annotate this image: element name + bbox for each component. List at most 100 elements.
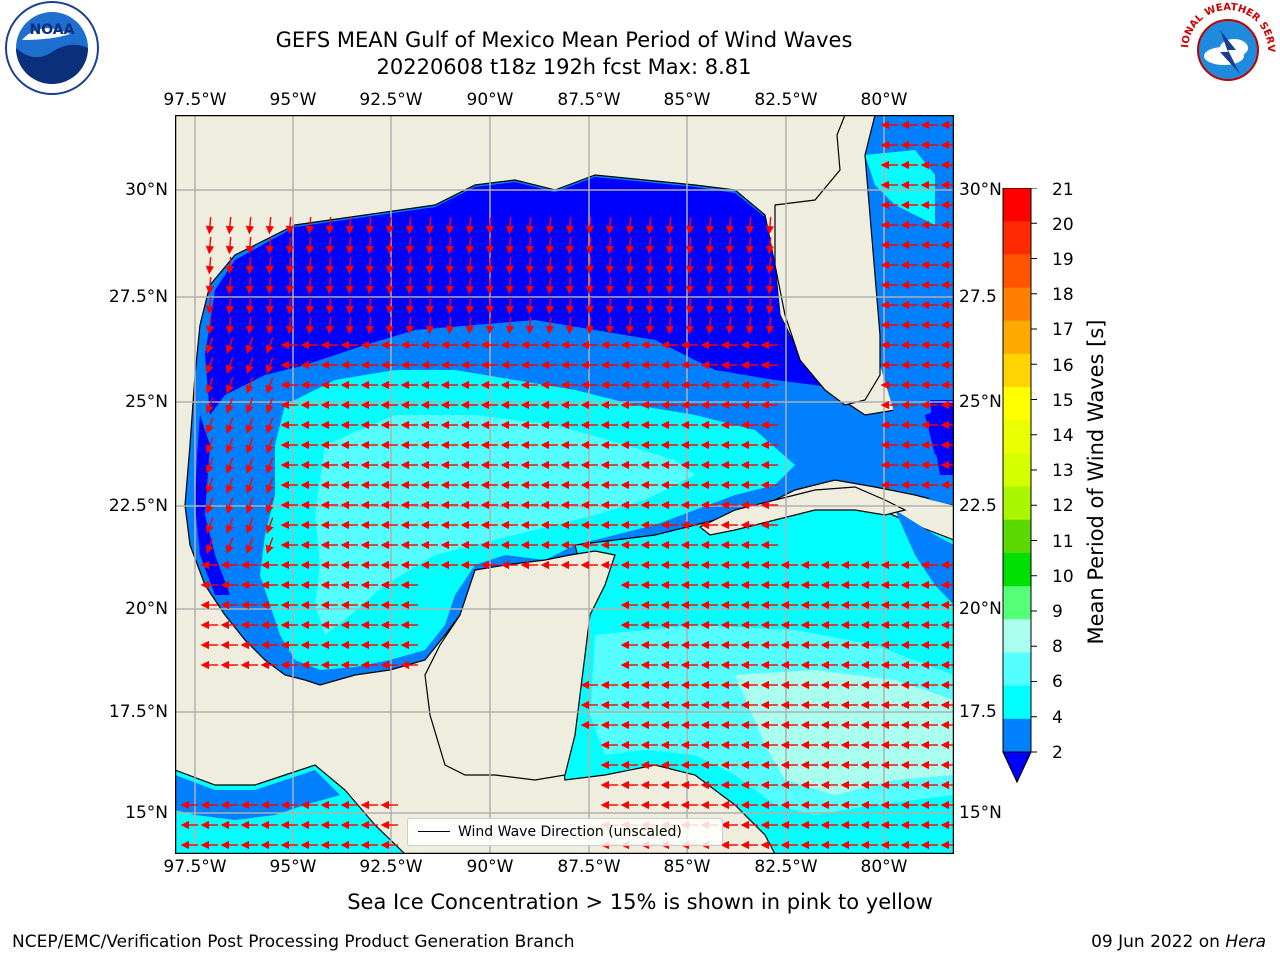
wind-wave-arrow xyxy=(705,256,715,275)
wind-wave-arrow xyxy=(365,316,375,335)
wind-wave-arrow xyxy=(405,276,415,295)
colorbar-tick: 11 xyxy=(1052,532,1074,552)
wind-wave-arrow xyxy=(465,316,475,335)
wind-wave-arrow xyxy=(625,216,635,235)
wind-wave-arrow xyxy=(225,517,234,534)
wind-wave-arrow xyxy=(245,537,254,554)
lon-label-top: 80°W xyxy=(860,90,908,110)
wind-wave-arrow xyxy=(605,236,615,255)
wind-wave-arrow xyxy=(545,236,555,255)
wind-wave-arrow xyxy=(585,216,595,235)
wind-wave-arrow xyxy=(225,397,234,414)
wind-wave-arrow xyxy=(365,216,375,235)
footer-date: 09 Jun 2022 on Hera xyxy=(1091,932,1266,952)
wind-wave-arrow xyxy=(525,236,535,255)
noaa-logo: NOAA xyxy=(0,0,104,104)
lon-label-bottom: 90°W xyxy=(466,857,514,877)
colorbar-tick: 18 xyxy=(1052,285,1074,305)
lat-label-right: 27.5 xyxy=(959,287,997,307)
wind-wave-arrow xyxy=(545,216,555,235)
wind-wave-arrow xyxy=(225,216,235,235)
wind-wave-arrow xyxy=(565,256,575,275)
wind-wave-arrow xyxy=(765,236,775,255)
lat-label-right: 25°N xyxy=(959,392,1002,412)
wind-wave-arrow xyxy=(205,256,215,275)
lat-label-left: 17.5°N xyxy=(108,702,168,722)
lat-label-right: 22.5 xyxy=(959,496,997,516)
wind-wave-arrow xyxy=(265,316,275,335)
wind-wave-arrow xyxy=(265,537,274,554)
wind-wave-arrow xyxy=(265,236,275,255)
wind-wave-arrow xyxy=(345,236,355,255)
wind-wave-arrow xyxy=(545,296,555,315)
wind-wave-arrow xyxy=(725,296,735,315)
wind-wave-arrow xyxy=(425,276,435,295)
colorbar-band xyxy=(1003,586,1031,620)
wind-wave-arrow xyxy=(725,316,735,335)
colorbar-tick: 6 xyxy=(1052,672,1063,692)
wind-wave-arrow xyxy=(205,296,215,315)
wind-wave-arrow xyxy=(365,236,375,255)
wind-wave-arrow xyxy=(205,377,214,394)
wind-wave-arrow xyxy=(285,276,295,295)
wind-wave-arrow xyxy=(325,316,335,335)
wind-wave-arrow xyxy=(685,256,695,275)
wind-wave-arrow xyxy=(425,296,435,315)
wind-wave-arrow xyxy=(565,296,575,315)
wind-wave-arrow xyxy=(225,256,235,275)
footer-host: Hera xyxy=(1225,932,1266,952)
wind-wave-arrow xyxy=(405,236,415,255)
wind-wave-arrow xyxy=(745,256,755,275)
wind-wave-arrow xyxy=(485,296,495,315)
wind-wave-arrow xyxy=(265,477,274,494)
wind-wave-arrow xyxy=(505,216,515,235)
colorbar-tick: 21 xyxy=(1052,180,1074,200)
lon-label-bottom: 80°W xyxy=(860,857,908,877)
legend-line-swatch xyxy=(418,831,450,832)
wind-wave-arrow xyxy=(265,457,274,474)
wind-wave-arrow xyxy=(385,236,395,255)
wind-wave-arrow xyxy=(345,216,355,235)
colorbar-frame xyxy=(1002,187,1032,784)
wind-wave-arrow xyxy=(265,397,274,414)
map-title: GEFS MEAN Gulf of Mexico Mean Period of … xyxy=(275,28,853,52)
wind-wave-arrow xyxy=(525,256,535,275)
wind-wave-arrow xyxy=(625,276,635,295)
wind-wave-arrow xyxy=(385,216,395,235)
wind-wave-arrow xyxy=(745,236,755,255)
lat-label-right: 20°N xyxy=(959,599,1002,619)
wind-wave-arrow xyxy=(245,397,254,414)
nws-logo: NATIONAL WEATHER SERVICE xyxy=(1172,0,1280,104)
wind-wave-arrow xyxy=(265,417,274,434)
colorbar-tick: 19 xyxy=(1052,250,1074,270)
colorbar-band xyxy=(1003,552,1031,587)
colorbar-band xyxy=(1003,320,1031,355)
wind-wave-arrow xyxy=(225,296,235,315)
wind-wave-arrow xyxy=(245,357,254,374)
wind-wave-arrow xyxy=(325,236,335,255)
wind-wave-arrow xyxy=(565,236,575,255)
wind-wave-arrow xyxy=(645,296,655,315)
colorbar-band xyxy=(1003,254,1031,289)
wind-wave-arrow xyxy=(625,296,635,315)
wind-wave-arrow xyxy=(285,316,295,335)
wind-wave-arrow xyxy=(725,256,735,275)
lon-label-bottom: 97.5°W xyxy=(163,857,227,877)
wind-wave-arrow xyxy=(365,256,375,275)
lon-label-top: 87.5°W xyxy=(557,90,621,110)
colorbar-band xyxy=(1003,718,1031,753)
wind-wave-arrow xyxy=(645,276,655,295)
wind-wave-arrow xyxy=(725,276,735,295)
wind-wave-arrow xyxy=(585,256,595,275)
wind-wave-arrow xyxy=(745,276,755,295)
wind-wave-arrow xyxy=(425,236,435,255)
wind-wave-arrow xyxy=(265,256,275,275)
wind-wave-arrow xyxy=(485,216,495,235)
wind-wave-arrow xyxy=(245,236,255,255)
wind-wave-arrow xyxy=(445,316,455,335)
wind-wave-arrow xyxy=(285,216,295,235)
wind-wave-arrow xyxy=(525,316,535,335)
colorbar-tick: 14 xyxy=(1052,426,1074,446)
wind-wave-arrow xyxy=(745,296,755,315)
wind-wave-arrow xyxy=(465,216,475,235)
